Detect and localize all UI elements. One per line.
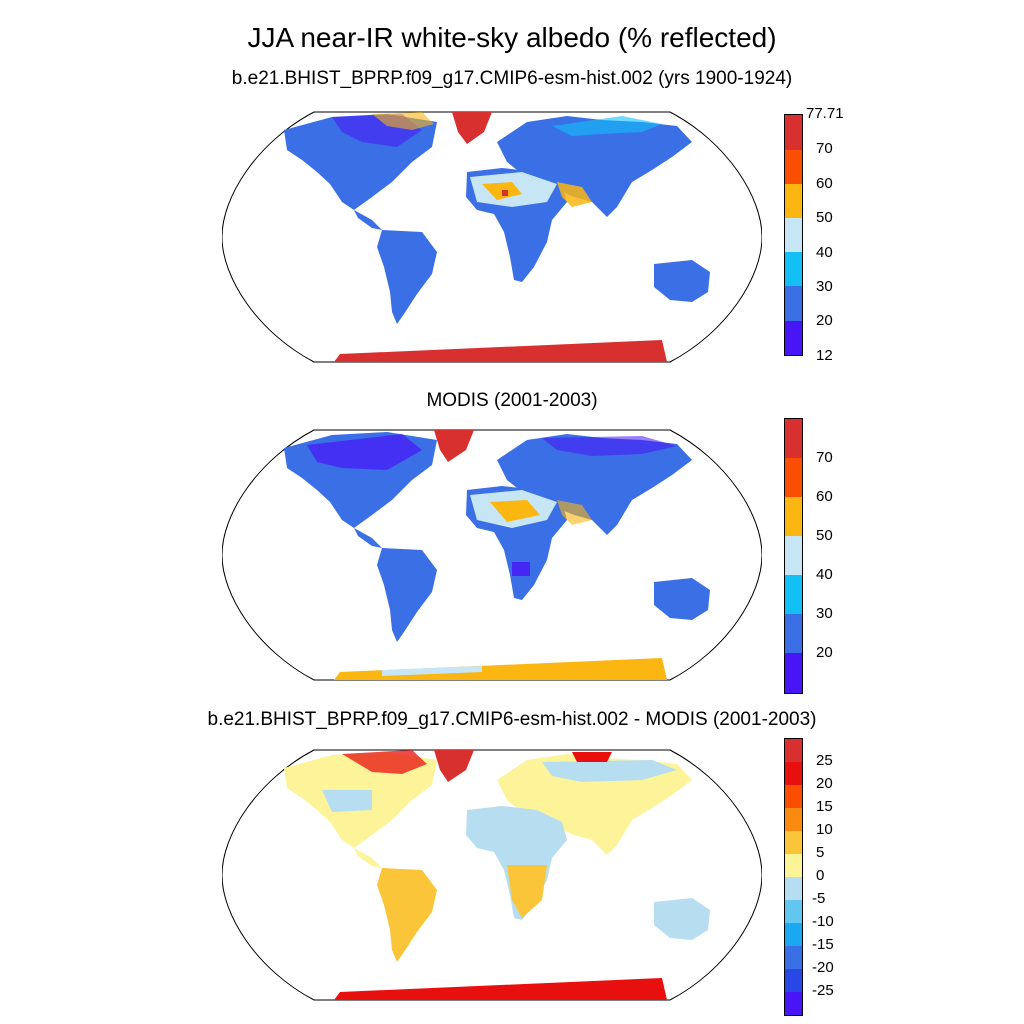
panel-2-cb-label: 70: [816, 449, 833, 466]
panel-1-cb-label: 30: [816, 278, 833, 295]
australia-shape: [654, 578, 710, 620]
panel-3-cb-label: -20: [812, 959, 834, 976]
panel-3-map: [221, 740, 763, 1010]
panel-1-cb-label: 20: [816, 312, 833, 329]
panel-3-cb-label: 20: [816, 775, 833, 792]
australia-shape: [654, 260, 710, 302]
antarctica-shape: [334, 340, 667, 362]
panel-2-map-svg: [221, 429, 763, 681]
panel-3-cb-label: -15: [812, 936, 834, 953]
panel-3-cb-label: -10: [812, 913, 834, 930]
panel-3-cb-label: 10: [816, 821, 833, 838]
antarctica-shape: [334, 978, 667, 1000]
panel-3-subtitle: b.e21.BHIST_BPRP.f09_g17.CMIP6-esm-hist.…: [207, 709, 817, 730]
panel-1-cb-label: 40: [816, 244, 833, 261]
panel-1-map: [221, 102, 763, 372]
panel-2-colorbar: [784, 418, 803, 694]
panel-3-cb-label: 5: [816, 844, 825, 861]
panel-1-subtitle: b.e21.BHIST_BPRP.f09_g17.CMIP6-esm-hist.…: [231, 68, 793, 89]
panel-3-cb-label: -5: [812, 890, 826, 907]
panel-3-cb-label: 25: [816, 752, 833, 769]
panel-3-colorbar: [784, 738, 803, 1016]
panel-3-cb-label: -25: [812, 982, 834, 999]
panel-1-cb-label: 70: [816, 140, 833, 157]
panel-2-map: [221, 420, 763, 690]
panel-2-subtitle: MODIS (2001-2003): [426, 390, 598, 411]
panel-2-cb-label: 50: [816, 527, 833, 544]
panel-3-cb-label: 0: [816, 867, 825, 884]
panel-1-map-svg: [221, 111, 763, 363]
panel-2-cb-label: 40: [816, 566, 833, 583]
eurasia-shape: [497, 116, 692, 217]
panel-1-cb-label: 60: [816, 175, 833, 192]
south-america-shape: [377, 868, 437, 962]
panel-1-colorbar: [784, 114, 803, 356]
greenland-shape: [434, 430, 474, 462]
panel-1-cb-label: 77.71: [806, 105, 844, 122]
panel-1-cb-label: 50: [816, 209, 833, 226]
panel-3-cb-label: 15: [816, 798, 833, 815]
panel-3-map-svg: [221, 749, 763, 1001]
greenland-shape: [434, 750, 474, 782]
south-america-shape: [377, 230, 437, 324]
south-america-shape: [377, 548, 437, 642]
africa-shape: [466, 806, 567, 920]
eurasia-shape: [497, 434, 692, 535]
australia-shape: [654, 898, 710, 940]
panel-2-cb-label: 30: [816, 605, 833, 622]
panel-2-cb-label: 20: [816, 644, 833, 661]
greenland-shape: [452, 112, 492, 144]
figure-title: JJA near-IR white-sky albedo (% reflecte…: [247, 22, 777, 53]
panel-2-cb-label: 60: [816, 488, 833, 505]
panel-1-cb-label: 12: [816, 347, 833, 364]
